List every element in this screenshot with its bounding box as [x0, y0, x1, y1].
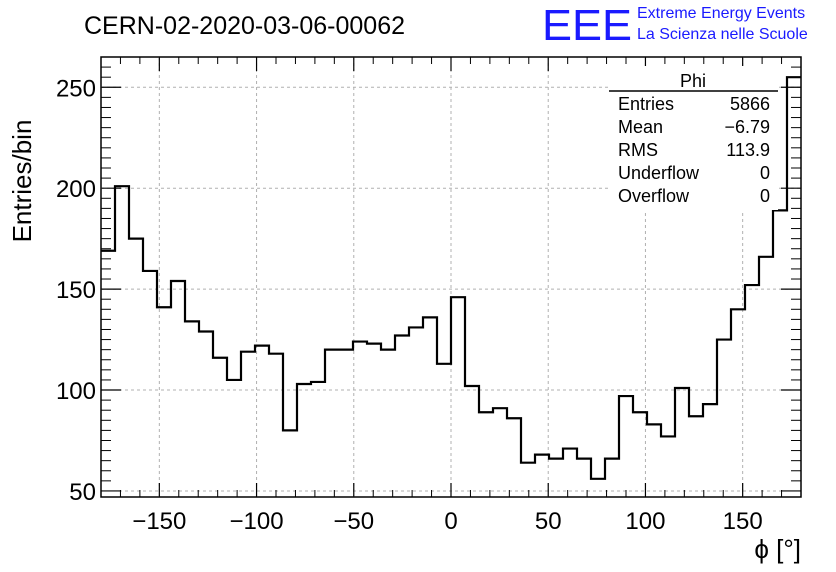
- stats-box-background: [608, 66, 778, 210]
- x-tick-label: −100: [230, 508, 284, 535]
- run-title: CERN-02-2020-03-06-00062: [84, 12, 405, 40]
- logo-line-2: La Scienza nelle Scuole: [637, 26, 808, 43]
- stats-value-mean: −6.79: [724, 117, 770, 137]
- logo-line-1: Extreme Energy Events: [637, 5, 805, 22]
- x-axis-label: ϕ [°]: [754, 534, 801, 564]
- y-tick-label: 150: [56, 277, 96, 304]
- x-tick-label: 50: [535, 508, 562, 535]
- stats-value-overflow: 0: [760, 186, 770, 206]
- x-tick-label: −150: [132, 508, 186, 535]
- stats-label-mean: Mean: [618, 117, 663, 137]
- axis-tick-labels: −150 −100 −50 0 50 100 150 50 100 150 200 250: [56, 75, 763, 535]
- stats-label-underflow: Underflow: [618, 163, 700, 183]
- x-tick-label: 0: [444, 508, 457, 535]
- y-tick-label: 50: [69, 479, 96, 506]
- histogram-series: [101, 76, 801, 480]
- logo-eee: EEE: [542, 1, 632, 50]
- y-tick-label: 100: [56, 378, 96, 405]
- x-tick-label: −50: [333, 508, 374, 535]
- stats-value-entries: 5866: [730, 94, 770, 114]
- x-tick-label: 150: [723, 508, 763, 535]
- x-tick-label: 100: [625, 508, 665, 535]
- y-tick-label: 200: [56, 176, 96, 203]
- stats-label-entries: Entries: [618, 94, 674, 114]
- stats-value-underflow: 0: [760, 163, 770, 183]
- stats-label-rms: RMS: [618, 140, 658, 160]
- y-tick-label: 250: [56, 75, 96, 102]
- stats-value-rms: 113.9: [726, 140, 770, 160]
- stats-title: Phi: [680, 71, 706, 91]
- stats-label-overflow: Overflow: [618, 186, 690, 206]
- stats-box: Phi Entries 5866 Mean −6.79 RMS 113.9 Un…: [608, 66, 778, 210]
- y-axis-label: Entries/bin: [7, 120, 37, 243]
